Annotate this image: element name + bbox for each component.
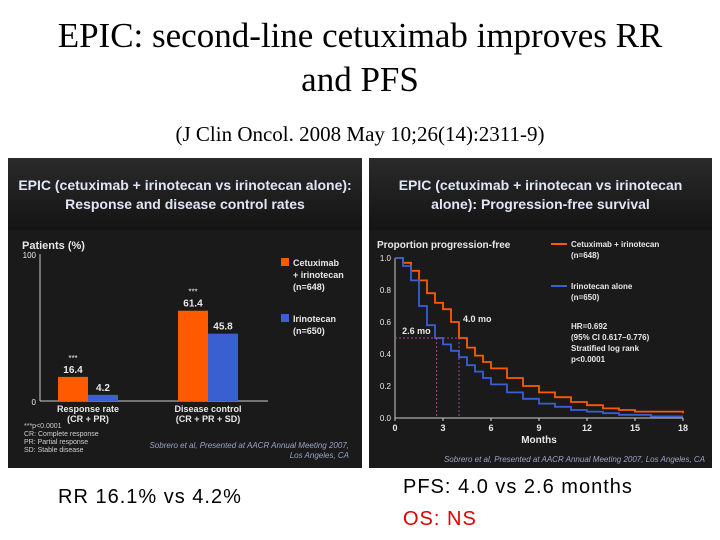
- pfs-kaplan-meier-chart: Proportion progression-free 1.0 0.8 0.6 0.4 0…: [377, 240, 705, 464]
- footer-os: OS: NS: [403, 508, 477, 530]
- bar-legend-label: (n=648): [293, 282, 325, 292]
- km-legend-label: (n=650): [571, 293, 600, 302]
- km-curve-irinotecan: [395, 257, 683, 418]
- bar-legend-swatch-1: [281, 258, 289, 266]
- bar-cetuximab-2: [178, 310, 208, 401]
- bar-legend-swatch-2: [281, 314, 289, 322]
- bar-y-tick-label: 100: [23, 251, 37, 260]
- km-median-label: 4.0 mo: [463, 314, 492, 324]
- bar-legend-label: + irinotecan: [293, 270, 344, 280]
- slide-title-line-2: and PFS: [301, 60, 419, 99]
- km-y-tick-label: 0.8: [380, 286, 392, 295]
- bar-footnote-line: PR: Partial response: [24, 439, 88, 446]
- footer-pfs: PFS: 4.0 vs 2.6 months: [403, 476, 633, 498]
- km-x-tick-label: 3: [440, 423, 445, 433]
- pfs-panel-heading: EPIC (cetuximab + irinotecan vs irinotec…: [398, 177, 683, 212]
- citation: (J Clin Oncol. 2008 May 10;26(14):2311-9…: [175, 122, 545, 146]
- bar-y-tick-label: 0: [32, 398, 37, 407]
- bar-category-label: (CR + PR): [67, 414, 109, 424]
- bar-source-line: Sobrero et al, Presented at AACR Annual …: [149, 441, 349, 450]
- pfs-panel-header: EPIC (cetuximab + irinotecan vs irinotec…: [369, 158, 712, 230]
- bar-value-label: 16.4: [63, 365, 83, 376]
- km-y-tick-label: 1.0: [380, 254, 392, 263]
- response-rate-panel-header: EPIC (cetuximab + irinotecan vs irinotec…: [8, 158, 362, 230]
- bar-category-label: (CR + PR + SD): [176, 414, 241, 424]
- km-x-tick-label: 0: [392, 423, 397, 433]
- km-legend-label: Cetuximab + irinotecan: [571, 240, 659, 249]
- km-x-axis-label: Months: [521, 435, 557, 446]
- km-x-tick-label: 15: [630, 423, 640, 433]
- km-stats-line: Stratified log rank: [571, 344, 640, 353]
- bar-value-label: 61.4: [183, 299, 203, 310]
- bar-legend-label: (n=650): [293, 326, 325, 336]
- km-x-tick-label: 18: [678, 423, 688, 433]
- bar-y-axis-label: Patients (%): [22, 240, 85, 252]
- km-y-tick-label: 0.4: [380, 350, 392, 359]
- slide-title-line-1: EPIC: second-line cetuximab improves RR: [57, 16, 663, 55]
- bar-irinotecan-2: [208, 333, 238, 401]
- bar-legend-label: Cetuximab: [293, 258, 340, 268]
- bar-footnote-line: ***p<0.0001: [24, 423, 62, 430]
- km-stats-line: (95% CI 0.617–0.776): [571, 333, 650, 342]
- km-y-tick-label: 0.2: [380, 382, 392, 391]
- km-x-tick-label: 6: [488, 423, 493, 433]
- bar-source-line: Los Angeles, CA: [290, 451, 349, 460]
- bar-legend-label: Irinotecan: [293, 314, 336, 324]
- km-legend-label: Irinotecan alone: [571, 282, 633, 291]
- km-stats-line: p<0.0001: [571, 355, 606, 364]
- bar-category-label: Disease control: [174, 404, 241, 414]
- pfs-panel: EPIC (cetuximab + irinotecan vs irinotec…: [369, 158, 712, 468]
- response-rate-panel: EPIC (cetuximab + irinotecan vs irinotec…: [8, 158, 362, 468]
- km-curve-cetuximab: [395, 257, 684, 414]
- bar-cetuximab-1: [58, 376, 88, 401]
- km-x-tick-label: 9: [536, 423, 541, 433]
- significance-annotation: ***: [68, 354, 77, 363]
- significance-annotation: ***: [188, 288, 197, 297]
- response-rate-panel-heading: EPIC (cetuximab + irinotecan vs irinotec…: [18, 177, 352, 212]
- bar-category-label: Response rate: [57, 404, 119, 414]
- bar-footnote-line: CR: Complete response: [24, 431, 99, 438]
- bar-value-label: 45.8: [213, 322, 233, 333]
- km-legend-label: (n=648): [571, 251, 600, 260]
- km-y-tick-label: 0.6: [380, 318, 392, 327]
- bar-irinotecan-1: [88, 394, 118, 401]
- km-y-tick-label: 0.0: [380, 414, 392, 423]
- slide-title: EPIC: second-line cetuximab improves RR …: [0, 14, 720, 102]
- km-y-axis-label: Proportion progression-free: [377, 240, 511, 251]
- bar-footnote-line: SD: Stable disease: [24, 447, 84, 454]
- bar-value-label: 4.2: [96, 383, 110, 394]
- km-stats-line: HR=0.692: [571, 322, 608, 331]
- km-source-line: Sobrero et al, Presented at AACR Annual …: [444, 455, 705, 464]
- footer-rr: RR 16.1% vs 4.2%: [58, 486, 242, 508]
- km-median-label: 2.6 mo: [402, 326, 431, 336]
- km-x-tick-label: 12: [582, 423, 592, 433]
